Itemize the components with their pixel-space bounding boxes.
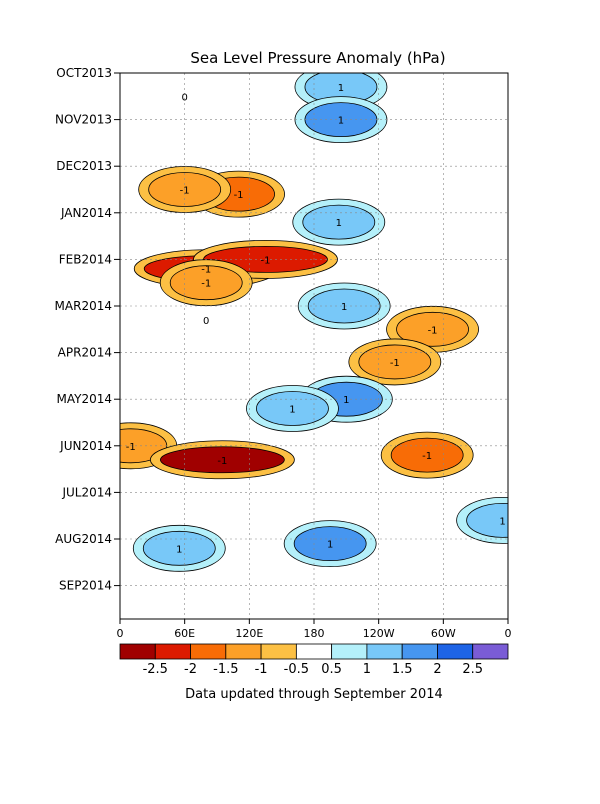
anomaly-blob-core xyxy=(256,391,329,426)
anomaly-blob-core xyxy=(169,265,243,301)
colorbar-swatch xyxy=(190,643,227,660)
colorbar-swatch xyxy=(154,643,191,660)
colorbar-swatch xyxy=(260,643,297,660)
anomaly-blob-core xyxy=(159,446,285,474)
y-tick-label: NOV2013 xyxy=(55,113,112,127)
anomaly-blob-core xyxy=(293,526,367,562)
anomaly-blob-core xyxy=(390,437,464,473)
contour-label: 1 xyxy=(336,218,342,229)
y-tick-label: MAY2014 xyxy=(57,392,113,406)
colorbar-label: -2 xyxy=(184,662,197,677)
contour-label: 1 xyxy=(341,302,347,313)
colorbar-label: -1 xyxy=(255,662,268,677)
contour-labels: -1 -1 -1 -1 -1 -1 -1 -1 -1 -1 1 1 1 1 1 1 1 1 1 0 0 xyxy=(126,83,506,555)
colorbar-label: -2.5 xyxy=(143,662,168,677)
colorbar-swatch xyxy=(295,643,333,660)
x-tick-label: 60W xyxy=(431,627,456,640)
colorbar-label: -0.5 xyxy=(284,662,309,677)
y-tick-label: DEC2013 xyxy=(56,159,112,173)
x-tick-label: 120W xyxy=(363,627,395,640)
contour-label: 1 xyxy=(338,83,344,94)
contour-label: -1 xyxy=(234,190,244,201)
contour-label: 1 xyxy=(289,405,295,416)
colorbar-swatch xyxy=(437,643,474,660)
y-tick-label: AUG2014 xyxy=(55,532,112,546)
contour-label: 1 xyxy=(343,395,349,406)
colorbar-label: 2.5 xyxy=(462,662,483,677)
y-tick-label: JUL2014 xyxy=(61,485,112,499)
x-tick-label: 180 xyxy=(304,627,325,640)
colorbar-swatch xyxy=(225,643,262,660)
contour-label: -1 xyxy=(261,255,271,266)
colorbar-swatch xyxy=(331,643,368,660)
colorbar-label: 0.5 xyxy=(321,662,342,677)
y-tick-label: MAR2014 xyxy=(55,299,112,313)
contour-label: -1 xyxy=(201,265,211,276)
contour-label: -1 xyxy=(180,186,190,197)
x-tick-label: 0 xyxy=(505,627,512,640)
contour-label: 1 xyxy=(176,544,182,555)
colorbar-swatch xyxy=(366,643,403,660)
y-tick-label: SEP2014 xyxy=(59,579,112,593)
colorbar-swatch xyxy=(119,643,156,660)
y-tick-label: FEB2014 xyxy=(59,252,112,266)
contour-label: -1 xyxy=(422,451,432,462)
contour-label: -1 xyxy=(217,456,227,467)
anomaly-blob-core xyxy=(142,530,216,566)
contour-label: 1 xyxy=(499,516,505,527)
x-tick-label: 0 xyxy=(117,627,124,640)
anomaly-blob-core xyxy=(396,311,469,347)
contour-label: -1 xyxy=(390,358,400,369)
anomaly-blob-core xyxy=(358,344,432,380)
contour-label: 1 xyxy=(338,116,344,127)
chart-title: Sea Level Pressure Anomaly (hPa) xyxy=(190,49,445,67)
x-tick-label: 60E xyxy=(174,627,195,640)
colorbar-swatch xyxy=(401,643,438,660)
y-tick-label: JAN2014 xyxy=(60,206,112,220)
anomaly-blob-core xyxy=(302,204,376,240)
x-axis: 0 60E 120E 180 120W 60W 0 xyxy=(117,619,512,640)
colorbar: -2.5 -2 -1.5 -1 -0.5 0.5 1 1.5 2 2.5 xyxy=(119,643,509,677)
y-tick-label: APR2014 xyxy=(58,346,112,360)
contour-label: 1 xyxy=(327,540,333,551)
colorbar-label: 1 xyxy=(363,662,371,677)
contour-label: 0 xyxy=(181,92,187,103)
anomaly-blob-core xyxy=(466,502,508,538)
colorbar-swatch xyxy=(472,643,509,660)
anomaly-field xyxy=(120,73,508,572)
y-tick-label: OCT2013 xyxy=(56,66,112,80)
footer-note: Data updated through September 2014 xyxy=(185,687,443,702)
grid-lines xyxy=(120,73,508,619)
contour-label: 0 xyxy=(203,316,209,327)
colorbar-label: 2 xyxy=(433,662,441,677)
colorbar-label: -1.5 xyxy=(213,662,238,677)
contour-label: -1 xyxy=(126,442,136,453)
contour-label: -1 xyxy=(428,325,438,336)
contour-label: -1 xyxy=(201,279,211,290)
colorbar-label: 1.5 xyxy=(392,662,413,677)
x-tick-label: 120E xyxy=(235,627,263,640)
y-tick-label: JUN2014 xyxy=(59,439,112,453)
y-axis: OCT2013 NOV2013 DEC2013 JAN2014 FEB2014 MAR20… xyxy=(55,66,120,593)
